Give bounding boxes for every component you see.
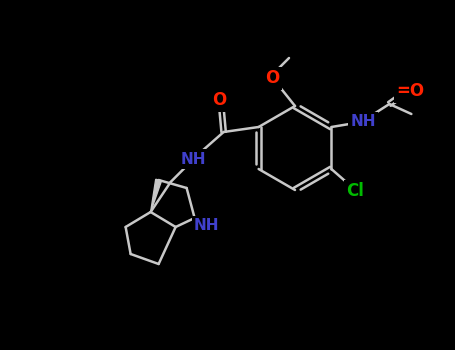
Text: O: O [265,69,279,87]
Text: O: O [212,91,227,109]
Text: NH: NH [181,152,207,167]
Polygon shape [151,179,162,212]
Text: Cl: Cl [346,182,364,200]
Text: NH: NH [194,218,219,233]
Text: NH: NH [351,114,376,130]
Text: =O: =O [396,82,425,100]
